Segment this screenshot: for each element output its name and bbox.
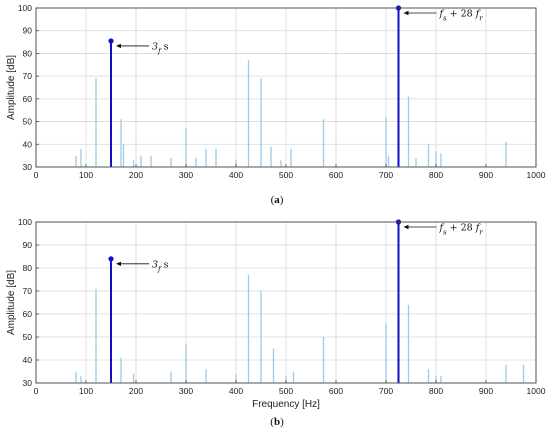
x-tick-label: 400 <box>229 170 243 180</box>
y-tick-label: 80 <box>23 263 33 273</box>
peak-annotation-label: fs + 28 fr <box>439 9 484 23</box>
x-tick-label: 500 <box>279 386 293 396</box>
x-axis-label: Frequency [Hz] <box>252 399 320 410</box>
x-tick-label: 0 <box>34 386 39 396</box>
y-tick-label: 40 <box>23 355 33 365</box>
x-tick-label: 1000 <box>527 170 546 180</box>
x-tick-label: 600 <box>329 386 343 396</box>
x-tick-label: 200 <box>129 386 143 396</box>
annotation-arrowhead <box>403 224 409 230</box>
y-tick-label: 30 <box>23 162 33 172</box>
peak-annotation-label: fs + 28 fr <box>439 223 484 237</box>
y-tick-label: 30 <box>23 378 33 388</box>
x-tick-label: 900 <box>479 170 493 180</box>
y-tick-label: 60 <box>23 309 33 319</box>
x-tick-label: 700 <box>379 386 393 396</box>
x-tick-label: 500 <box>279 170 293 180</box>
x-tick-label: 1000 <box>527 386 546 396</box>
y-axis-label: Amplitude [dB] <box>6 55 17 120</box>
panel-label: (b) <box>270 416 284 428</box>
peak-annotation-label: 3f s <box>152 41 169 55</box>
y-tick-label: 60 <box>23 94 33 104</box>
y-tick-label: 90 <box>23 240 33 250</box>
x-tick-label: 100 <box>79 170 93 180</box>
y-tick-label: 100 <box>18 217 32 227</box>
x-tick-label: 700 <box>379 170 393 180</box>
x-tick-label: 300 <box>179 170 193 180</box>
x-tick-label: 900 <box>479 386 493 396</box>
annotation-arrowhead <box>403 10 409 16</box>
peak-marker <box>108 256 114 262</box>
y-tick-label: 70 <box>23 71 33 81</box>
y-tick-label: 70 <box>23 286 33 296</box>
x-tick-label: 200 <box>129 170 143 180</box>
y-axis-label: Amplitude [dB] <box>6 270 17 335</box>
chart-panel-a: 3f s fs + 28 fr 0 100 200 300 400 500 600 700 800… <box>6 3 546 206</box>
chart-panel-b: 3f s fs + 28 fr 0 100 200 300 400 500 600 700 800… <box>6 217 546 428</box>
x-tick-label: 800 <box>429 170 443 180</box>
y-tick-label: 90 <box>23 26 33 36</box>
annotation-arrowhead <box>116 261 121 266</box>
peak-marker <box>108 38 114 44</box>
panel-label: (a) <box>271 194 284 206</box>
y-tick-label: 80 <box>23 48 33 58</box>
annotation-arrowhead <box>116 43 121 49</box>
peak-annotation-label: 3f s <box>152 259 169 273</box>
x-tick-label: 800 <box>429 386 443 396</box>
x-tick-label: 0 <box>34 170 39 180</box>
x-tick-label: 300 <box>179 386 193 396</box>
y-tick-label: 100 <box>18 3 32 13</box>
x-tick-label: 100 <box>79 386 93 396</box>
y-tick-label: 50 <box>23 117 33 127</box>
x-tick-label: 400 <box>229 386 243 396</box>
x-tick-label: 600 <box>329 170 343 180</box>
y-tick-label: 40 <box>23 139 33 149</box>
y-tick-label: 50 <box>23 332 33 342</box>
